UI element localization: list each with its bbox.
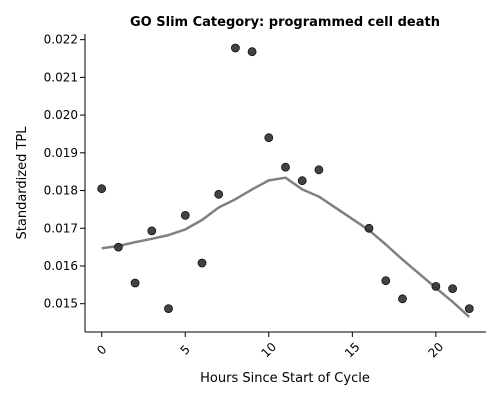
y-axis-ticks: 0.015 0.016 0.017 0.018 0.019 0.020 0.021 0.022 <box>44 33 85 311</box>
data-point <box>381 276 391 286</box>
data-point <box>164 304 173 314</box>
data-point <box>314 165 324 175</box>
data-point <box>197 258 207 268</box>
y-tick-label: 0.016 <box>44 259 78 273</box>
y-axis-label: Standardized TPL <box>15 126 30 240</box>
data-point <box>281 162 290 172</box>
y-tick-label: 0.017 <box>44 221 78 235</box>
data-point <box>431 281 441 291</box>
y-tick-label: 0.019 <box>44 146 78 160</box>
trend-line <box>101 176 471 318</box>
data-point <box>464 304 474 314</box>
data-point <box>130 278 140 288</box>
data-point <box>97 184 107 194</box>
data-point <box>247 47 257 57</box>
y-tick-label: 0.018 <box>44 184 78 198</box>
data-point <box>214 189 224 199</box>
y-tick-label: 0.022 <box>44 33 78 47</box>
chart-title: GO Slim Category: programmed cell death <box>130 15 440 30</box>
data-point <box>364 223 374 233</box>
x-axis-ticks: 0 5 10 15 20 <box>94 332 446 360</box>
x-tick-label: 5 <box>178 342 193 357</box>
y-tick-label: 0.021 <box>44 70 78 84</box>
data-point <box>147 226 157 236</box>
data-point <box>297 176 307 186</box>
data-point <box>180 210 190 220</box>
x-axis-label: Hours Since Start of Cycle <box>200 371 370 386</box>
x-tick-label: 10 <box>258 340 279 361</box>
x-tick-label: 20 <box>426 340 447 361</box>
data-point <box>114 242 123 252</box>
data-point <box>264 133 274 143</box>
data-point <box>398 294 407 304</box>
plot-area <box>97 43 474 318</box>
y-tick-label: 0.020 <box>44 108 78 122</box>
data-point <box>448 284 458 294</box>
data-point <box>230 43 240 53</box>
x-tick-label: 0 <box>94 342 109 357</box>
x-tick-label: 15 <box>342 340 363 361</box>
y-tick-label: 0.015 <box>44 297 78 311</box>
